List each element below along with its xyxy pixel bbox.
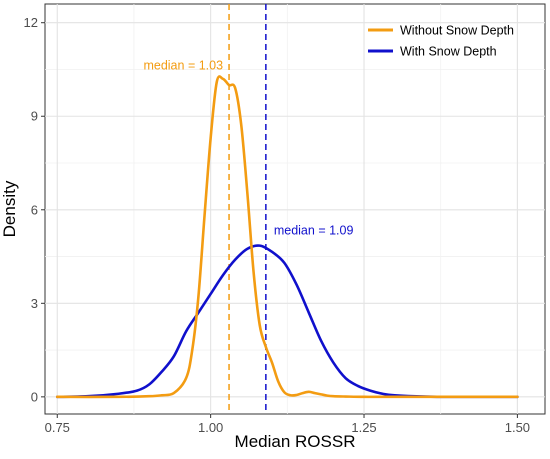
x-axis-title: Median ROSSR xyxy=(235,432,356,451)
median-label: median = 1.09 xyxy=(274,224,354,238)
series-line-with-snow-depth xyxy=(55,244,519,399)
x-tick-label: 1.50 xyxy=(505,420,530,435)
median-label: median = 1.03 xyxy=(143,58,223,72)
legend-label-with-snow-depth: With Snow Depth xyxy=(400,45,497,59)
legend: Without Snow Depth With Snow Depth xyxy=(368,24,514,59)
y-tick-label: 0 xyxy=(31,389,38,404)
x-tick-label: 1.25 xyxy=(351,420,376,435)
legend-label-without-snow-depth: Without Snow Depth xyxy=(400,24,514,38)
y-tick-label: 3 xyxy=(31,296,38,311)
plot-panel xyxy=(44,3,546,415)
series-lines xyxy=(55,75,519,399)
y-tick-label: 6 xyxy=(31,202,38,217)
series-line-without-snow-depth xyxy=(55,75,519,399)
y-tick-label: 9 xyxy=(31,109,38,124)
y-axis-title: Density xyxy=(0,180,19,237)
y-tick-label: 12 xyxy=(24,15,38,30)
x-axis-ticks: 0.75 1.00 1.25 1.50 xyxy=(45,414,530,435)
x-tick-label: 1.00 xyxy=(198,420,223,435)
x-tick-label: 0.75 xyxy=(45,420,70,435)
median-annotations: median = 1.03 median = 1.09 xyxy=(143,58,353,237)
y-axis-ticks: 0 3 6 9 12 xyxy=(24,15,45,404)
